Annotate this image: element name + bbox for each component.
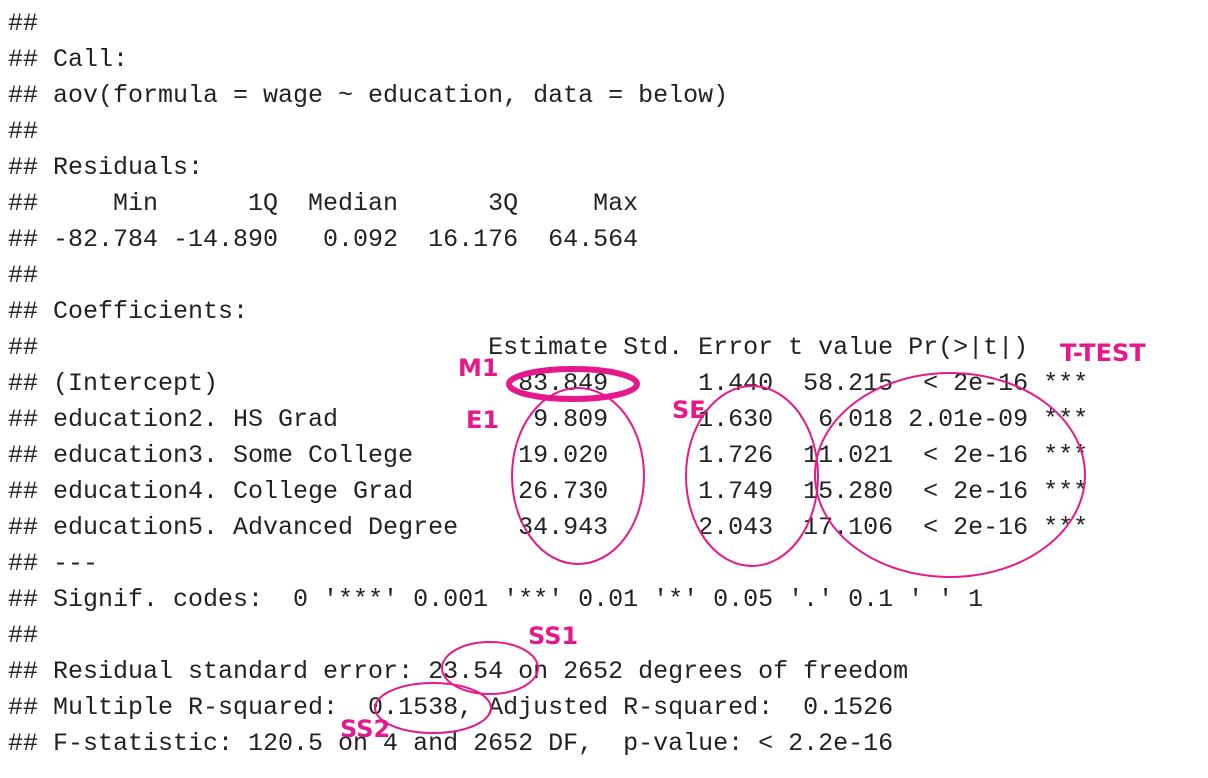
console-line: ## Min 1Q Median 3Q Max — [8, 189, 639, 218]
ttest-annotation: T-TEST — [1060, 339, 1146, 367]
console-line: ## education2. HS Grad 9.809 1.630 6.018… — [8, 405, 1089, 434]
console-line: ## education5. Advanced Degree 34.943 2.… — [8, 513, 1089, 542]
r-console-output: ## ## Call: ## aov(formula = wage ~ educ… — [8, 6, 1198, 776]
console-line: ## — [8, 261, 39, 290]
console-line: ## Signif. codes: 0 '***' 0.001 '**' 0.0… — [8, 585, 984, 614]
console-line: ## — [8, 621, 39, 650]
ss2-annotation: SS2 — [340, 715, 391, 743]
console-line: ## -82.784 -14.890 0.092 16.176 64.564 — [8, 225, 639, 254]
console-line: ## Call: — [8, 45, 129, 74]
console-line: ## F-statistic: 120.5 on 4 and 2652 DF, … — [8, 729, 894, 758]
console-line: ## (Intercept) 83.849 1.440 58.215 < 2e-… — [8, 369, 1089, 398]
console-line: ## education4. College Grad 26.730 1.749… — [8, 477, 1089, 506]
console-line: ## aov(formula = wage ~ education, data … — [8, 81, 729, 110]
console-line: ## --- — [8, 549, 99, 578]
console-line: ## Residual standard error: 23.54 on 265… — [8, 657, 909, 686]
console-line: ## — [8, 9, 39, 38]
m1-annotation: M1 — [458, 354, 499, 382]
console-line: ## education3. Some College 19.020 1.726… — [8, 441, 1089, 470]
console-line: ## Residuals: — [8, 153, 204, 182]
se-annotation: SE — [672, 396, 706, 424]
ss1-annotation: SS1 — [528, 622, 579, 650]
e1-annotation: E1 — [466, 406, 500, 434]
console-line: ## Multiple R-squared: 0.1538, Adjusted … — [8, 693, 894, 722]
console-line: ## Coefficients: — [8, 297, 249, 326]
console-line: ## Estimate Std. Error t value Pr(>|t|) — [8, 333, 1029, 362]
console-line: ## — [8, 117, 39, 146]
